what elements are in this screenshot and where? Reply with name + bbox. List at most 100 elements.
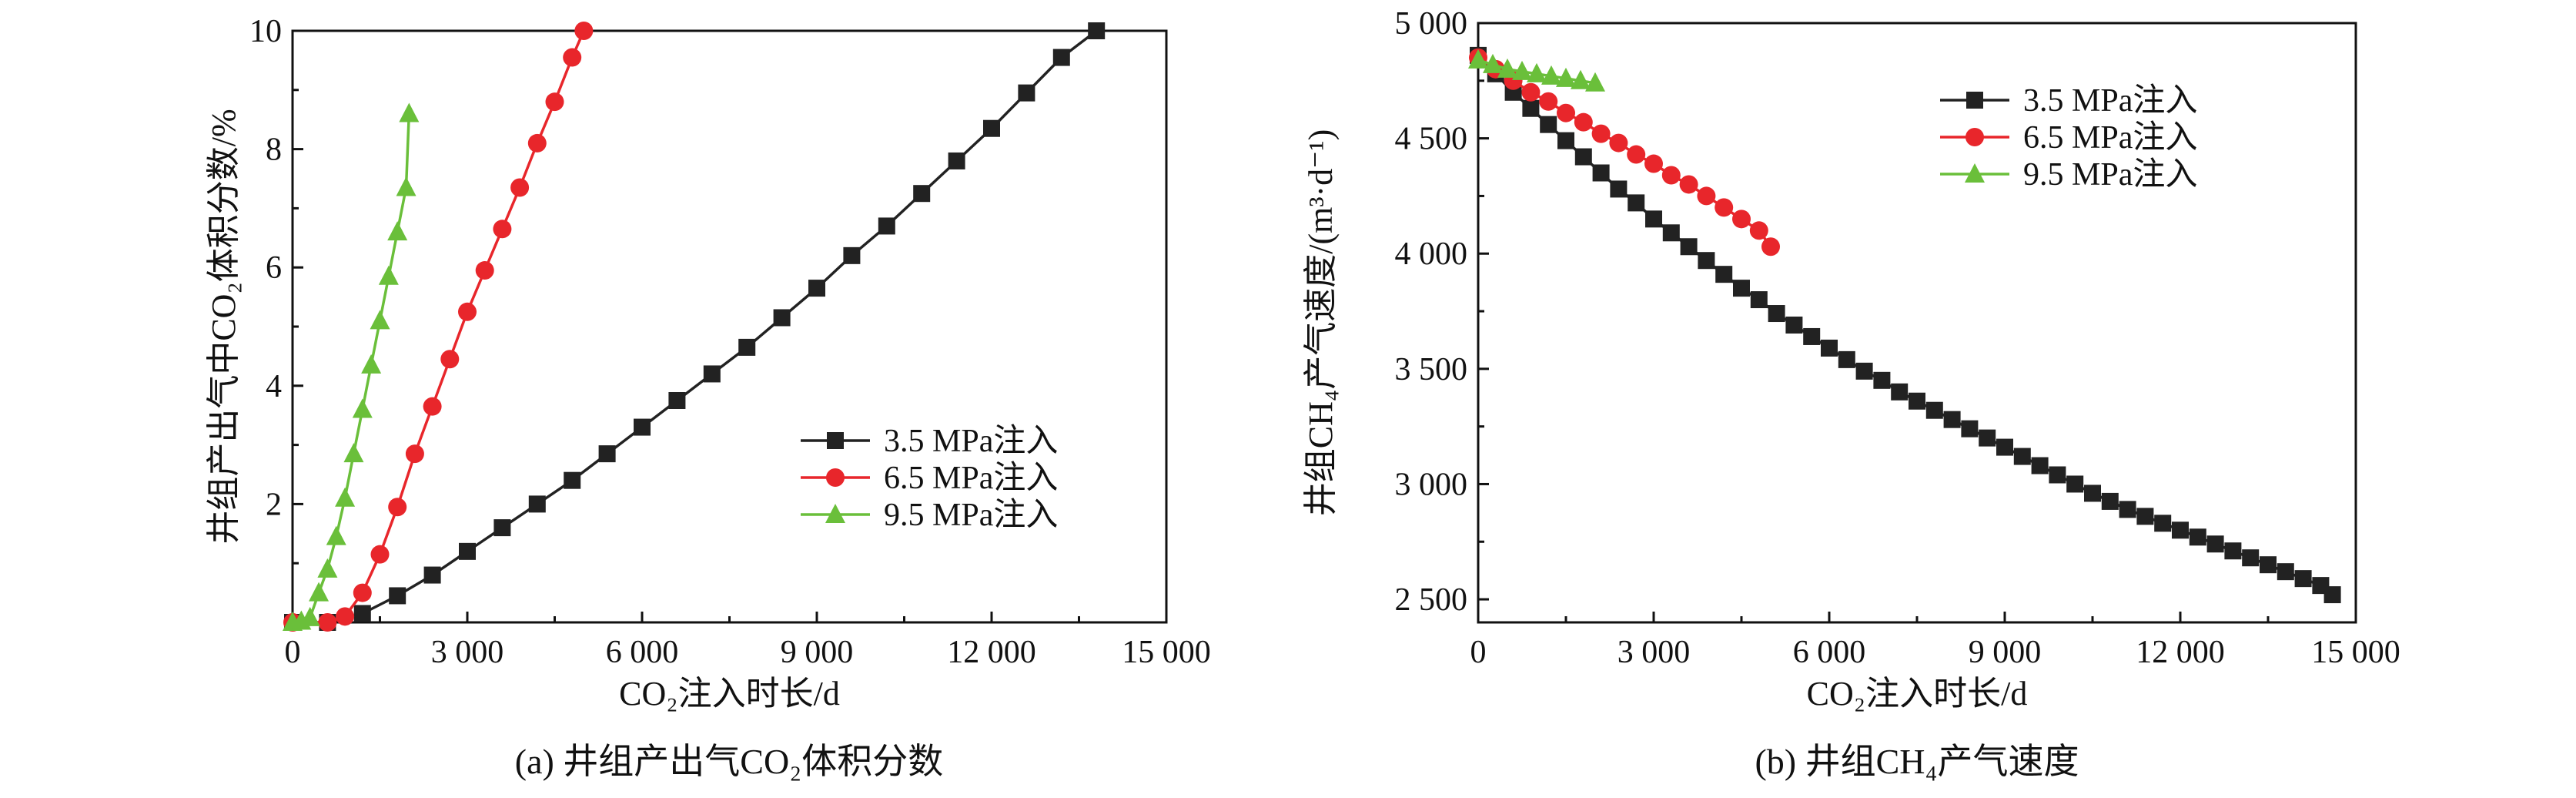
data-point bbox=[1698, 252, 1715, 270]
data-point bbox=[335, 487, 356, 507]
data-point bbox=[2294, 570, 2312, 588]
data-point bbox=[1539, 92, 1558, 111]
data-point bbox=[2189, 528, 2206, 546]
series-line bbox=[1477, 56, 1772, 248]
data-point bbox=[574, 22, 594, 40]
data-point bbox=[1610, 180, 1628, 198]
y-tick-label: 8 bbox=[266, 132, 282, 168]
data-point bbox=[1679, 175, 1698, 194]
y-tick-label: 10 bbox=[249, 14, 282, 49]
data-point bbox=[1768, 305, 1785, 323]
y-axis-title: 井组产出气中CO₂体积分数/% bbox=[205, 109, 243, 544]
data-point bbox=[1512, 60, 1532, 80]
data-point bbox=[1627, 145, 1646, 164]
data-point bbox=[1645, 210, 1662, 228]
data-point bbox=[387, 221, 408, 241]
data-point bbox=[2242, 549, 2260, 567]
data-point bbox=[2013, 448, 2031, 465]
data-point bbox=[1680, 238, 1698, 256]
y-tick-label: 4 000 bbox=[1395, 236, 1468, 272]
data-point bbox=[1749, 221, 1768, 240]
data-point bbox=[352, 398, 373, 418]
data-point bbox=[527, 133, 547, 153]
data-point bbox=[299, 606, 320, 626]
data-point bbox=[1697, 186, 1716, 206]
data-point bbox=[1925, 401, 1943, 419]
data-point bbox=[326, 525, 346, 545]
x-tick-label: 6 000 bbox=[606, 635, 679, 670]
data-point bbox=[1855, 362, 1873, 380]
data-point bbox=[2154, 515, 2172, 532]
data-point bbox=[388, 498, 407, 517]
data-point bbox=[2101, 492, 2119, 510]
data-point bbox=[1557, 103, 1575, 122]
data-point bbox=[396, 176, 417, 196]
data-point bbox=[459, 542, 476, 560]
data-point bbox=[2084, 484, 2101, 502]
y-tick-label: 2 500 bbox=[1395, 582, 1468, 618]
data-point bbox=[2119, 501, 2136, 518]
x-tick-label: 0 bbox=[1470, 635, 1487, 670]
panel-caption: (a) 井组产出气CO₂体积分数 bbox=[515, 742, 944, 781]
data-point bbox=[475, 261, 494, 280]
data-point bbox=[1052, 49, 1070, 66]
y-tick-label: 4 500 bbox=[1395, 122, 1468, 157]
data-point bbox=[343, 443, 364, 463]
data-point bbox=[1750, 291, 1768, 309]
y-tick-label: 3 500 bbox=[1395, 352, 1468, 387]
x-tick-label: 12 000 bbox=[947, 635, 1036, 670]
data-point bbox=[1662, 224, 1680, 242]
y-tick-label: 3 000 bbox=[1395, 467, 1468, 502]
data-point bbox=[703, 365, 721, 383]
panel-caption: (b) 井组CH₄产气速度 bbox=[1755, 742, 2079, 781]
x-tick-label: 9 000 bbox=[781, 635, 854, 670]
data-point bbox=[405, 444, 424, 464]
data-point bbox=[1715, 198, 1734, 217]
data-point bbox=[1483, 53, 1503, 73]
y-tick-label: 5 000 bbox=[1395, 6, 1468, 42]
data-point bbox=[1556, 67, 1576, 87]
legend-marker bbox=[826, 468, 845, 487]
data-point bbox=[493, 220, 512, 239]
data-point bbox=[493, 519, 511, 537]
data-point bbox=[1943, 411, 1961, 428]
data-point bbox=[423, 566, 441, 584]
series-line bbox=[292, 113, 411, 624]
data-point bbox=[1018, 84, 1035, 102]
legend-marker bbox=[1966, 92, 1983, 109]
series-1 bbox=[283, 22, 594, 632]
x-tick-label: 3 000 bbox=[431, 635, 504, 670]
data-point bbox=[309, 582, 330, 602]
y-tick-label: 2 bbox=[266, 487, 282, 522]
data-point bbox=[1497, 58, 1517, 78]
data-point bbox=[738, 338, 756, 356]
y-axis-title: 井组CH₄产气速度/(m³·d⁻¹) bbox=[1302, 129, 1340, 516]
data-point bbox=[2049, 466, 2066, 484]
legend-label: 3.5 MPa注入 bbox=[884, 423, 1058, 459]
data-point bbox=[318, 613, 337, 632]
data-point bbox=[1088, 22, 1106, 39]
data-point bbox=[1785, 316, 1803, 334]
y-tick-label: 4 bbox=[266, 369, 282, 404]
data-point bbox=[1644, 154, 1663, 173]
data-point bbox=[361, 354, 382, 374]
panel-b-ch4-rate-chart: 0 3 000 6 000 9 000 12 000 15 000 2 500 3 000 3 … bbox=[1302, 6, 2400, 781]
legend-marker bbox=[827, 432, 844, 449]
panel-a-co2-fraction-chart: 0 3 000 6 000 9 000 12 000 15 000 2 4 6 8 10 CO₂注入时… bbox=[205, 14, 1211, 781]
x-axis-title: CO₂注入时长/d bbox=[1807, 675, 2028, 712]
data-point bbox=[2323, 586, 2341, 604]
data-point bbox=[528, 495, 546, 513]
data-point bbox=[1527, 62, 1547, 82]
data-point bbox=[353, 583, 372, 602]
data-point bbox=[1468, 49, 1488, 69]
x-tick-label: 0 bbox=[285, 635, 301, 670]
x-tick-label: 9 000 bbox=[1969, 635, 2042, 670]
series-1 bbox=[1469, 48, 1780, 256]
data-point bbox=[878, 217, 895, 235]
data-point bbox=[1571, 69, 1591, 89]
data-point bbox=[1628, 194, 1645, 212]
legend-marker bbox=[1965, 163, 1985, 183]
